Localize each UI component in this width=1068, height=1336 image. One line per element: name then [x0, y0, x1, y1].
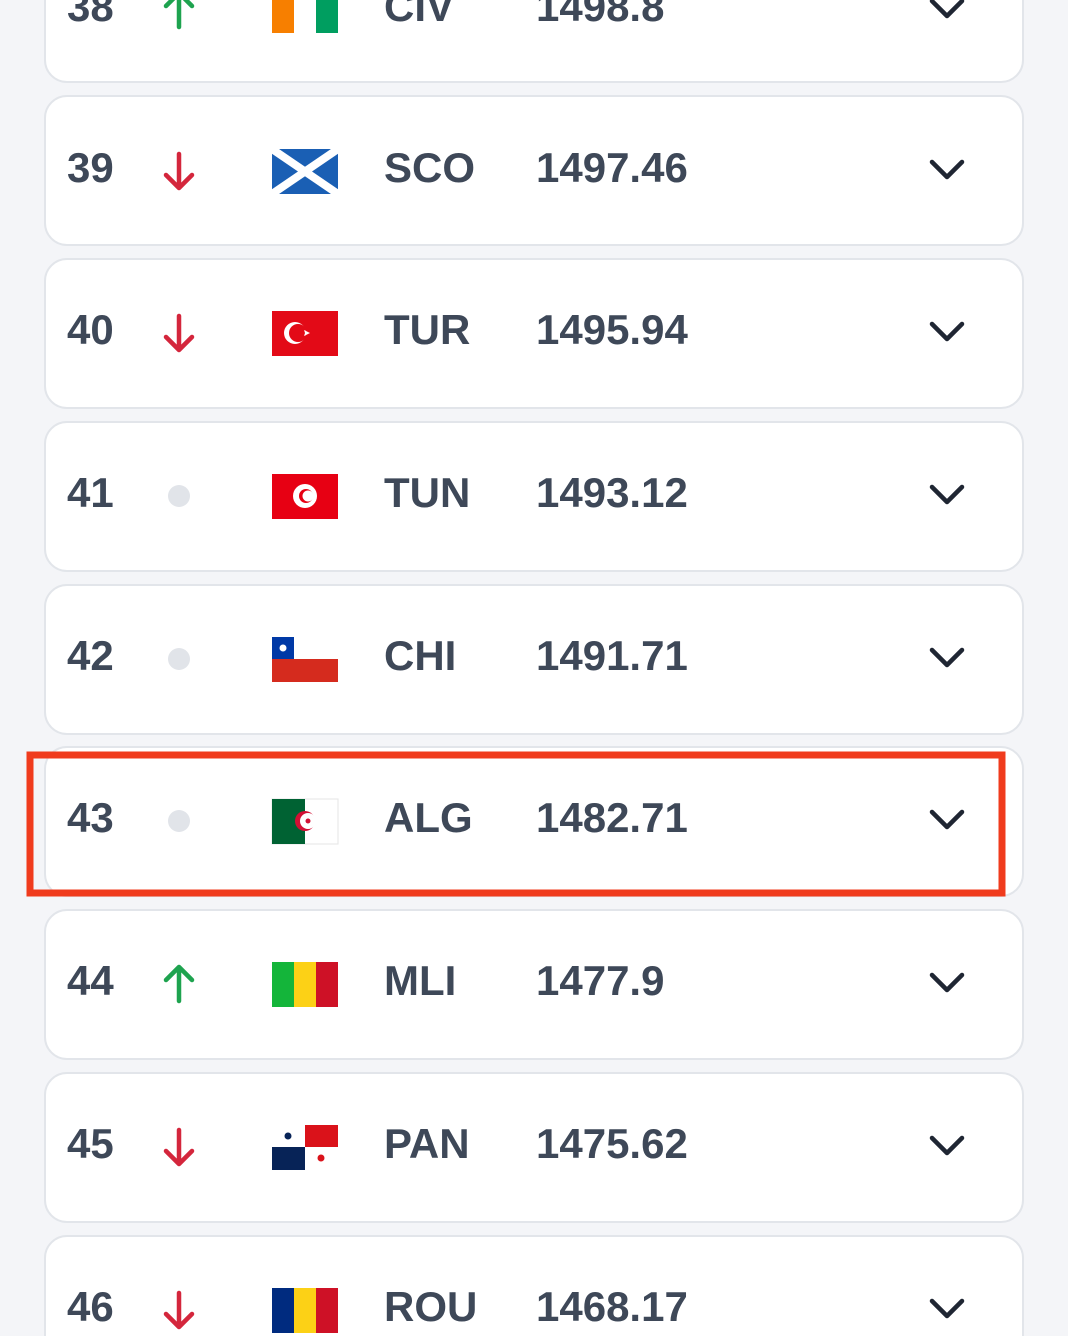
ranking-row[interactable]: 43 ALG 1482.71: [44, 746, 1024, 897]
flag: [271, 798, 339, 845]
highlight-box: [26, 751, 1006, 897]
row-card: [44, 1072, 1024, 1223]
ranking-row[interactable]: 42 CHI 1491.71: [44, 584, 1024, 735]
rank: 46: [67, 1283, 114, 1330]
rank: 38: [67, 0, 114, 30]
points: 1482.71: [536, 794, 688, 841]
rank: 39: [67, 144, 114, 191]
ranking-row[interactable]: 46 ROU 1468.17: [44, 1235, 1024, 1336]
team-code: PAN: [384, 1120, 470, 1167]
rank: 43: [67, 794, 114, 841]
rank: 40: [67, 306, 114, 353]
team-code: MLI: [384, 957, 456, 1004]
row-card: [44, 258, 1024, 409]
flag: [272, 0, 338, 33]
points: 1477.9: [536, 957, 664, 1004]
trend-none: [168, 810, 190, 832]
team-code: CIV: [384, 0, 454, 30]
trend-none: [168, 648, 190, 670]
points: 1497.46: [536, 144, 688, 191]
team-code: CHI: [384, 632, 456, 679]
row-card: [44, 1235, 1024, 1336]
ranking-row[interactable]: 44 MLI 1477.9: [44, 909, 1024, 1060]
points: 1493.12: [536, 469, 688, 516]
row-card: [44, 95, 1024, 246]
flag: [272, 474, 338, 519]
points: 1475.62: [536, 1120, 688, 1167]
team-code: ROU: [384, 1283, 477, 1330]
points: 1495.94: [536, 306, 688, 353]
row-card: [44, 421, 1024, 572]
team-code: TUR: [384, 306, 470, 353]
flag: [269, 145, 341, 198]
rank: 42: [67, 632, 114, 679]
team-code: ALG: [384, 794, 473, 841]
rank: 45: [67, 1120, 114, 1167]
row-card: [44, 746, 1024, 897]
points: 1491.71: [536, 632, 688, 679]
team-code: TUN: [384, 469, 470, 516]
team-code: SCO: [384, 144, 475, 191]
trend-none: [168, 485, 190, 507]
flag: [272, 1288, 338, 1333]
ranking-row[interactable]: 40 TUR 1495.94: [44, 258, 1024, 409]
points: 1498.8: [536, 0, 664, 30]
rank: 41: [67, 469, 114, 516]
ranking-row[interactable]: 38 CIV 1498.8: [44, 0, 1024, 83]
ranking-row[interactable]: 45 PAN 1475.62: [44, 1072, 1024, 1223]
row-card: [44, 584, 1024, 735]
ranking-row[interactable]: 41 TUN 1493.12: [44, 421, 1024, 572]
points: 1468.17: [536, 1283, 688, 1330]
flag: [272, 637, 338, 682]
flag: [272, 1125, 338, 1170]
flag: [272, 311, 338, 356]
rank: 44: [67, 957, 114, 1004]
ranking-row[interactable]: 39 SCO 1497.46: [44, 95, 1024, 246]
row-card: [44, 0, 1024, 83]
row-card: [44, 909, 1024, 1060]
flag: [272, 962, 338, 1007]
